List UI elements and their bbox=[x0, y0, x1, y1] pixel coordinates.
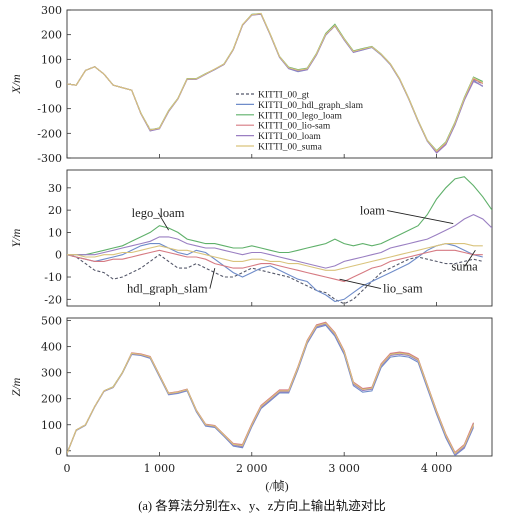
legend: KITTI_00_gtKITTI_00_hdl_graph_slamKITTI_… bbox=[236, 91, 364, 153]
annotation-loam: loam bbox=[360, 204, 385, 218]
panel-y-frame bbox=[66, 169, 493, 307]
x-axis-label: (/帧) bbox=[265, 479, 288, 493]
y-tick-label: 300 bbox=[41, 4, 62, 17]
y-tick-label: 0 bbox=[55, 249, 62, 262]
series-line-y-suma bbox=[67, 243, 483, 271]
series-line-x-suma bbox=[67, 12, 484, 152]
series-line-y-lio_sam bbox=[67, 249, 483, 283]
series-line-y-hdl_graph_slam bbox=[67, 243, 483, 303]
y-tick-label: -200 bbox=[37, 127, 62, 140]
series-line-z-suma bbox=[67, 322, 475, 455]
y-tick-label: 10 bbox=[48, 226, 62, 239]
y-tick-label: -10 bbox=[44, 271, 62, 284]
y-tick-label: 200 bbox=[41, 29, 62, 42]
series-line-z-gt bbox=[67, 322, 475, 455]
y-tick-label: 300 bbox=[41, 367, 62, 380]
series-line-y-lego_loam bbox=[67, 176, 492, 256]
y-tick-label: -20 bbox=[44, 293, 62, 306]
annotation-leader-line bbox=[209, 267, 216, 289]
series-line-z-lego_loam bbox=[67, 322, 475, 454]
annotation-hdl-graph-slam: hdl_graph_slam bbox=[127, 282, 208, 296]
x-tick-label: 2 000 bbox=[236, 462, 268, 475]
legend-label-gt: KITTI_00_gt bbox=[258, 91, 310, 101]
y-tick-label: -300 bbox=[37, 152, 62, 165]
legend-label-lio_sam: KITTI_00_lio-sam bbox=[258, 122, 331, 132]
y-tick-label: 100 bbox=[41, 53, 62, 66]
y-tick-label: 20 bbox=[48, 204, 62, 217]
y-tick-label: 0 bbox=[55, 445, 62, 458]
panel-z: 500 400 300 200 100 00 1 000 2 000 3 000 4 000 Z/m bbox=[9, 315, 493, 475]
x-tick-label: 3 000 bbox=[328, 462, 360, 475]
y-axis-label-z: Z/m bbox=[9, 377, 23, 396]
y-tick-label: 0 bbox=[55, 78, 62, 91]
annotation-leader-line bbox=[157, 212, 170, 231]
legend-label-lego_loam: KITTI_00_lego_loam bbox=[258, 111, 343, 121]
series-line-z-lio_sam bbox=[67, 321, 475, 454]
y-tick-label: 100 bbox=[41, 419, 62, 432]
series-line-y-loam bbox=[67, 213, 492, 269]
x-tick-label: 4 000 bbox=[421, 462, 453, 475]
panel-z-frame bbox=[66, 317, 493, 457]
y-tick-label: 30 bbox=[48, 182, 62, 195]
legend-label-loam: KITTI_00_loam bbox=[258, 132, 321, 142]
series-line-z-loam bbox=[67, 323, 475, 456]
y-axis-label-x: X/m bbox=[9, 74, 23, 95]
annotation-lio-sam: lio_sam bbox=[383, 282, 423, 296]
series-line-y-gt bbox=[67, 254, 483, 305]
series-line-z-hdl_graph_slam bbox=[67, 324, 475, 456]
annotation-leader-line bbox=[464, 250, 476, 267]
y-tick-label: -100 bbox=[37, 103, 62, 116]
y-tick-label: 400 bbox=[41, 341, 62, 354]
annotation-leader-line bbox=[339, 278, 382, 290]
figure-caption: (a) 各算法分别在x、y、z方向上输出轨迹对比 bbox=[138, 498, 386, 513]
x-tick-label: 0 bbox=[64, 462, 71, 475]
legend-label-hdl_graph_slam: KITTI_00_hdl_graph_slam bbox=[258, 101, 364, 111]
panel-x: 3002001000-100-200-300X/mKITTI_00_gtKITT… bbox=[9, 4, 493, 165]
legend-label-suma: KITTI_00_suma bbox=[258, 143, 323, 153]
annotation-leader-line bbox=[387, 210, 454, 224]
x-tick-label: 1 000 bbox=[144, 462, 176, 475]
y-tick-label: 200 bbox=[41, 393, 62, 406]
y-tick-label: 500 bbox=[41, 315, 62, 328]
y-axis-label-y: Y/m bbox=[9, 228, 23, 247]
